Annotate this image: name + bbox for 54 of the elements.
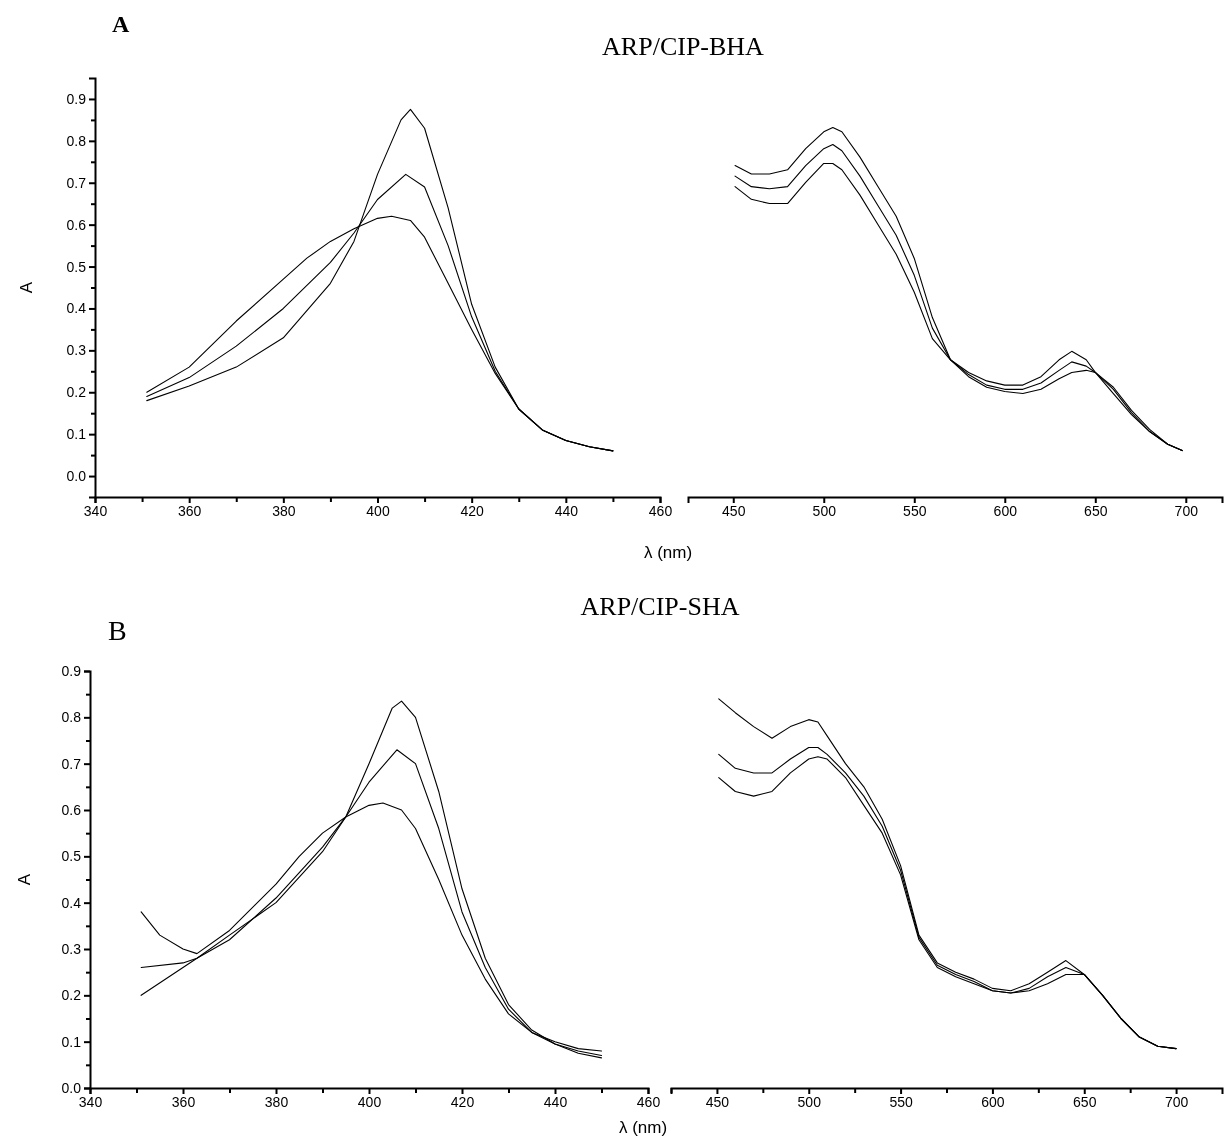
x-tick-label: 600: [993, 502, 1018, 519]
y-tick-label: 0.1: [61, 1033, 82, 1050]
y-tick-label: 0.1: [66, 426, 87, 443]
x-tick-label: 360: [171, 1093, 196, 1110]
y-tick-label: 0.6: [61, 801, 82, 818]
text: B: [108, 615, 127, 646]
text: A: [112, 11, 130, 37]
y-tick-label: 0.7: [61, 755, 82, 772]
x-tick-label: 550: [889, 1093, 913, 1110]
y-axis-title: A: [15, 873, 34, 886]
x-tick-label: 500: [797, 1093, 822, 1110]
x-tick-label: 450: [722, 502, 746, 519]
y-tick-label: 0.4: [61, 894, 82, 911]
x-axis-title: λ (nm): [643, 543, 693, 562]
y-tick-label: 0.5: [61, 848, 82, 865]
y-tick-label: 0.0: [66, 468, 87, 485]
x-axis-title: λ (nm): [618, 1118, 668, 1137]
x-tick-label: 440: [543, 1093, 568, 1110]
x-tick-label: 700: [1174, 502, 1199, 519]
x-tick-label: 700: [1164, 1093, 1189, 1110]
x-tick-label: 340: [83, 502, 108, 519]
x-tick-label: 400: [357, 1093, 382, 1110]
y-tick-label: 0.3: [66, 342, 87, 359]
x-tick-label: 460: [636, 1093, 661, 1110]
y-tick-label: 0.6: [66, 216, 87, 233]
y-tick-label: 0.0: [61, 1079, 82, 1096]
chart-title: ARP/CIP-BHA: [602, 32, 765, 61]
x-tick-label: 450: [705, 1093, 730, 1110]
y-tick-label: 0.3: [61, 940, 82, 957]
x-tick-label: 380: [264, 1093, 289, 1110]
x-tick-label: 440: [554, 502, 579, 519]
y-tick-label: 0.9: [61, 662, 82, 679]
x-tick-label: 380: [272, 502, 296, 519]
x-tick-label: 420: [460, 502, 485, 519]
x-tick-label: 420: [450, 1093, 475, 1110]
y-tick-label: 0.2: [66, 384, 87, 401]
y-tick-label: 0.8: [66, 132, 87, 149]
x-tick-label: 600: [981, 1093, 1005, 1110]
chart-title: ARP/CIP-SHA: [580, 592, 740, 621]
x-tick-label: 650: [1073, 1093, 1097, 1110]
y-tick-label: 0.9: [66, 90, 87, 107]
y-tick-label: 0.4: [66, 300, 87, 317]
y-tick-label: 0.7: [66, 174, 87, 191]
x-tick-label: 340: [78, 1093, 103, 1110]
y-tick-label: 0.8: [61, 709, 82, 726]
y-axis-title: A: [17, 281, 36, 294]
x-tick-label: 550: [903, 502, 927, 519]
x-tick-label: 650: [1084, 502, 1108, 519]
x-tick-label: 460: [648, 502, 673, 519]
y-tick-label: 0.2: [61, 987, 82, 1004]
y-tick-label: 0.5: [66, 258, 87, 275]
x-tick-label: 500: [812, 502, 837, 519]
x-tick-label: 360: [177, 502, 202, 519]
x-tick-label: 400: [366, 502, 390, 519]
